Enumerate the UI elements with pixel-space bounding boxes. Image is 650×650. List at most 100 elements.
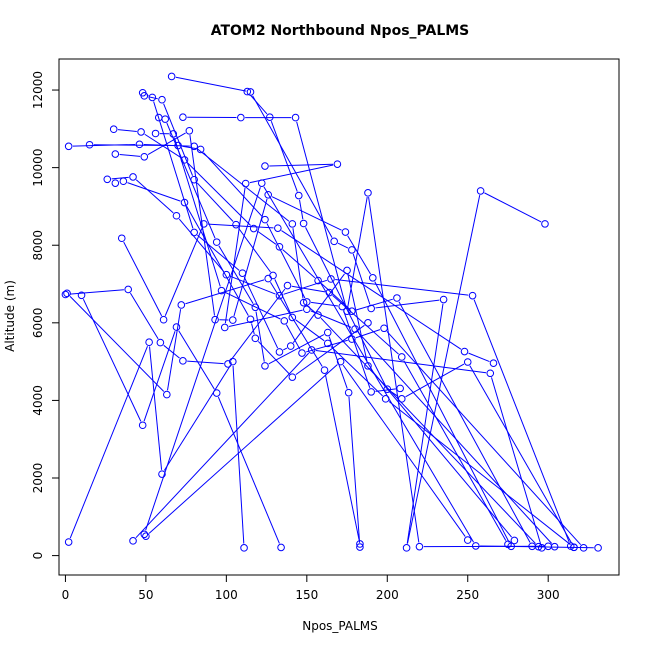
data-point	[196, 145, 205, 154]
series-segment	[69, 346, 148, 539]
series-segment	[268, 334, 325, 365]
series-segment	[224, 187, 246, 324]
data-point	[249, 224, 258, 233]
data-point	[266, 113, 274, 121]
series-segment	[296, 121, 347, 308]
data-point	[343, 307, 351, 315]
data-point	[190, 175, 198, 184]
data-point	[117, 234, 126, 243]
data-point	[537, 544, 546, 552]
data-point	[471, 542, 480, 550]
data-point	[327, 275, 335, 283]
data-point	[177, 301, 186, 309]
series-segment	[93, 144, 174, 146]
chart-title: ATOM2 Northbound Npos_PALMS	[211, 23, 470, 39]
data-point	[288, 220, 297, 228]
data-point	[232, 220, 240, 229]
series-segment	[347, 235, 372, 275]
series-segment	[129, 292, 159, 340]
series-segment	[187, 162, 252, 226]
data-point	[180, 156, 189, 164]
series-segment	[388, 401, 571, 546]
data-point	[264, 274, 272, 283]
data-point	[275, 242, 284, 251]
data-point	[109, 125, 118, 134]
series-segment	[82, 298, 142, 422]
x-axis-label: Npos_PALMS	[302, 619, 378, 633]
data-point	[368, 274, 377, 282]
series-segment	[291, 285, 326, 293]
data-point	[137, 128, 145, 136]
data-point	[64, 538, 73, 546]
data-point	[594, 544, 602, 552]
data-point	[167, 72, 176, 81]
series-segment	[343, 310, 371, 388]
series-segment	[491, 377, 542, 544]
data-point	[240, 544, 248, 552]
data-point	[489, 359, 498, 367]
data-point	[364, 362, 372, 370]
data-point	[237, 113, 245, 122]
data-point	[190, 142, 198, 151]
x-tick-label: 0	[62, 588, 70, 602]
series-segment	[315, 350, 487, 374]
data-point	[172, 323, 181, 331]
data-point	[323, 328, 332, 337]
data-point	[397, 395, 406, 403]
series-segment	[328, 336, 348, 389]
series-segment	[375, 299, 440, 309]
data-point	[348, 307, 356, 315]
data-point	[486, 369, 495, 378]
data-point	[460, 347, 469, 356]
data-point	[211, 315, 219, 324]
data-point	[148, 93, 157, 102]
y-tick-label: 2000	[31, 463, 45, 494]
data-point	[298, 349, 306, 357]
data-point	[217, 286, 226, 295]
data-point	[246, 88, 255, 96]
data-point	[356, 540, 364, 548]
series-segment	[252, 95, 333, 238]
series-segment	[217, 396, 280, 544]
data-point	[243, 87, 252, 96]
series-segment	[228, 309, 303, 328]
data-point	[396, 384, 404, 393]
data-point	[158, 470, 166, 478]
data-point	[159, 315, 168, 324]
data-point	[138, 421, 147, 430]
y-tick-label: 8000	[31, 230, 45, 261]
series-segment	[299, 199, 304, 220]
data-point	[381, 395, 390, 403]
x-tick-label: 200	[376, 588, 399, 602]
series-segment	[208, 223, 274, 229]
data-point	[220, 323, 229, 332]
data-point	[364, 319, 372, 327]
data-point	[314, 276, 322, 285]
series-segment	[111, 176, 129, 180]
series-segment	[163, 344, 180, 359]
series-segment	[281, 230, 462, 350]
series-segment	[269, 163, 334, 167]
data-point	[330, 237, 338, 246]
data-point	[124, 285, 132, 294]
data-point	[140, 152, 149, 161]
data-point	[364, 189, 372, 197]
data-point	[241, 179, 250, 188]
data-point	[169, 130, 178, 138]
data-point	[275, 291, 284, 300]
series-segment	[127, 182, 181, 202]
data-point	[275, 348, 284, 356]
data-point	[103, 175, 112, 184]
data-point	[397, 353, 406, 361]
series-segment	[484, 192, 542, 223]
data-point	[367, 304, 375, 313]
series-segment	[232, 365, 245, 544]
data-point	[158, 95, 166, 104]
data-point	[288, 313, 297, 322]
data-point	[140, 92, 149, 100]
y-tick-label: 10000	[31, 149, 45, 187]
data-point	[323, 339, 332, 348]
series-segment	[249, 94, 268, 115]
series-segment	[337, 242, 349, 249]
data-point	[111, 179, 120, 187]
